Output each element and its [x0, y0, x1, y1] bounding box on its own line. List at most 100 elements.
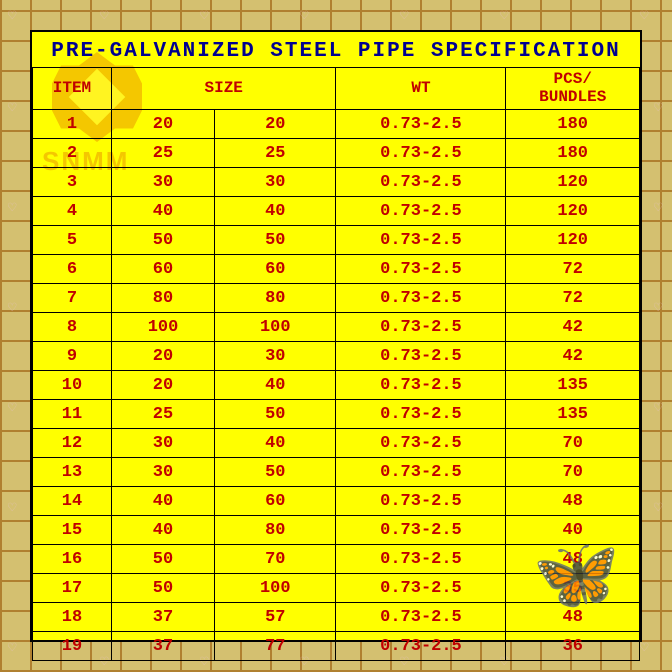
- cell-item: 1: [33, 110, 112, 139]
- table-row: 1937770.73-2.536: [33, 632, 640, 661]
- heart-icon: ♡: [400, 8, 408, 25]
- cell-wt: 0.73-2.5: [336, 371, 506, 400]
- heart-icon: ♡: [8, 400, 16, 417]
- cell-wt: 0.73-2.5: [336, 342, 506, 371]
- cell-pcs: 135: [506, 400, 640, 429]
- cell-pcs: 120: [506, 197, 640, 226]
- heart-icon: ♡: [100, 8, 108, 25]
- heart-icon: ♡: [8, 300, 16, 317]
- cell-pcs: 36: [506, 632, 640, 661]
- cell-item: 17: [33, 574, 112, 603]
- heart-icon: ♡: [654, 200, 662, 217]
- cell-s1: 20: [111, 371, 214, 400]
- table-row: 1650700.73-2.548: [33, 545, 640, 574]
- cell-item: 8: [33, 313, 112, 342]
- cell-s1: 80: [111, 284, 214, 313]
- cell-s1: 37: [111, 603, 214, 632]
- cell-s2: 40: [215, 371, 336, 400]
- cell-pcs: 42: [506, 313, 640, 342]
- cell-s1: 30: [111, 168, 214, 197]
- cell-wt: 0.73-2.5: [336, 458, 506, 487]
- cell-s1: 25: [111, 400, 214, 429]
- cell-s2: 80: [215, 284, 336, 313]
- cell-s2: 20: [215, 110, 336, 139]
- heart-icon: ♡: [300, 8, 308, 25]
- cell-s1: 50: [111, 545, 214, 574]
- cell-item: 19: [33, 632, 112, 661]
- cell-item: 10: [33, 371, 112, 400]
- cell-pcs: 120: [506, 226, 640, 255]
- cell-wt: 0.73-2.5: [336, 429, 506, 458]
- cell-s1: 40: [111, 516, 214, 545]
- cell-item: 3: [33, 168, 112, 197]
- cell-s1: 20: [111, 342, 214, 371]
- cell-s2: 80: [215, 516, 336, 545]
- cell-s2: 50: [215, 458, 336, 487]
- table-row: 660600.73-2.572: [33, 255, 640, 284]
- cell-pcs: 48: [506, 603, 640, 632]
- table-row: 1330500.73-2.570: [33, 458, 640, 487]
- heart-icon: ♡: [654, 400, 662, 417]
- heart-icon: ♡: [8, 100, 16, 117]
- cell-pcs: 120: [506, 168, 640, 197]
- table-row: 1125500.73-2.5135: [33, 400, 640, 429]
- cell-s2: 40: [215, 197, 336, 226]
- cell-s2: 50: [215, 226, 336, 255]
- cell-item: 18: [33, 603, 112, 632]
- cell-pcs: 135: [506, 371, 640, 400]
- cell-wt: 0.73-2.5: [336, 226, 506, 255]
- cell-pcs: 35: [506, 574, 640, 603]
- table-row: 81001000.73-2.542: [33, 313, 640, 342]
- cell-s1: 50: [111, 574, 214, 603]
- cell-s1: 40: [111, 487, 214, 516]
- page-title: PRE-GALVANIZED STEEL PIPE SPECIFICATION: [32, 32, 640, 67]
- cell-s2: 70: [215, 545, 336, 574]
- cell-item: 15: [33, 516, 112, 545]
- cell-s2: 100: [215, 574, 336, 603]
- spec-sheet: SNMM PRE-GALVANIZED STEEL PIPE SPECIFICA…: [30, 30, 642, 642]
- cell-pcs: 70: [506, 458, 640, 487]
- cell-wt: 0.73-2.5: [336, 284, 506, 313]
- cell-wt: 0.73-2.5: [336, 110, 506, 139]
- cell-item: 7: [33, 284, 112, 313]
- cell-item: 6: [33, 255, 112, 284]
- cell-s2: 60: [215, 255, 336, 284]
- cell-item: 4: [33, 197, 112, 226]
- table-row: 550500.73-2.5120: [33, 226, 640, 255]
- heart-icon: ♡: [654, 300, 662, 317]
- table-row: 1020400.73-2.5135: [33, 371, 640, 400]
- cell-s1: 37: [111, 632, 214, 661]
- heart-icon: ♡: [654, 100, 662, 117]
- cell-wt: 0.73-2.5: [336, 197, 506, 226]
- spec-table: ITEM SIZE WT PCS/BUNDLES 120200.73-2.518…: [32, 67, 640, 661]
- cell-wt: 0.73-2.5: [336, 139, 506, 168]
- cell-pcs: 48: [506, 487, 640, 516]
- cell-wt: 0.73-2.5: [336, 400, 506, 429]
- cell-s2: 30: [215, 168, 336, 197]
- table-row: 440400.73-2.5120: [33, 197, 640, 226]
- heart-icon: ♡: [640, 8, 648, 25]
- table-row: 17501000.73-2.535: [33, 574, 640, 603]
- cell-item: 13: [33, 458, 112, 487]
- cell-item: 5: [33, 226, 112, 255]
- header-pcs: PCS/BUNDLES: [506, 68, 640, 110]
- cell-pcs: 42: [506, 342, 640, 371]
- cell-pcs: 72: [506, 255, 640, 284]
- cell-s1: 100: [111, 313, 214, 342]
- heart-icon: ♡: [8, 640, 16, 657]
- cell-pcs: 180: [506, 139, 640, 168]
- cell-wt: 0.73-2.5: [336, 487, 506, 516]
- cell-wt: 0.73-2.5: [336, 516, 506, 545]
- cell-s1: 25: [111, 139, 214, 168]
- heart-icon: ♡: [8, 500, 16, 517]
- heart-icon: ♡: [8, 200, 16, 217]
- heart-icon: ♡: [640, 640, 648, 657]
- table-row: 1230400.73-2.570: [33, 429, 640, 458]
- cell-s1: 60: [111, 255, 214, 284]
- heart-icon: ♡: [500, 8, 508, 25]
- cell-s1: 50: [111, 226, 214, 255]
- table-row: 330300.73-2.5120: [33, 168, 640, 197]
- header-size: SIZE: [111, 68, 336, 110]
- heart-icon: ♡: [200, 8, 208, 25]
- cell-s1: 20: [111, 110, 214, 139]
